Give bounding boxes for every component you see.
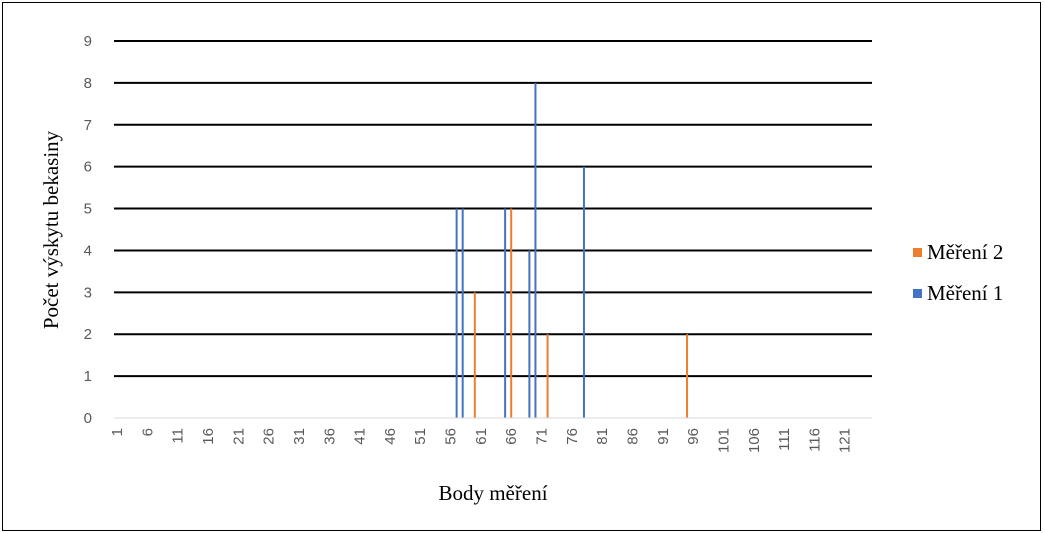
legend-swatch (913, 248, 922, 257)
x-tick-label: 11 (170, 428, 187, 444)
x-tick-label: 31 (291, 428, 308, 445)
x-tick-label: 106 (746, 428, 763, 453)
bar (546, 334, 549, 418)
x-tick-label: 56 (443, 428, 460, 445)
y-tick-label: 1 (84, 368, 92, 385)
bar (528, 250, 531, 418)
legend-label: Měření 2 (927, 240, 1003, 264)
x-tick-label: 76 (564, 428, 581, 445)
x-tick-label: 21 (230, 428, 247, 445)
x-tick-label: 101 (715, 428, 732, 453)
gridlines (114, 40, 872, 378)
bar (510, 208, 513, 418)
x-tick-label: 121 (837, 428, 854, 453)
x-tick-label: 36 (321, 428, 338, 445)
bar (534, 82, 537, 418)
y-tick-label: 9 (84, 33, 92, 50)
bar (455, 208, 458, 418)
x-axis-title: Body měření (438, 481, 547, 505)
legend-label: Měření 1 (927, 281, 1003, 305)
y-tick-label: 6 (84, 159, 92, 176)
x-tick-label: 51 (412, 428, 429, 445)
bar (504, 208, 507, 418)
x-tick-label: 1 (109, 428, 126, 436)
y-tick-label: 2 (84, 326, 92, 343)
y-tick-label: 8 (84, 75, 92, 92)
y-tick-label: 5 (84, 201, 92, 218)
x-tick-label: 81 (594, 428, 611, 445)
y-axis-title: Počet výskytu bekasiny (39, 130, 63, 329)
bars (455, 82, 689, 418)
legend: Měření 2 Měření 1 (913, 240, 1003, 305)
bar (582, 166, 585, 418)
x-tick-label: 116 (806, 428, 823, 452)
x-tick-label: 6 (139, 428, 156, 436)
y-tick-label: 4 (84, 242, 92, 259)
x-axis-ticks: 1 6 11 16 21 26 31 36 41 46 51 56 61 66 71 76 81 86 91 96 10… (109, 428, 854, 453)
x-tick-label: 66 (503, 428, 520, 445)
x-tick-label: 26 (261, 428, 278, 445)
x-tick-label: 86 (624, 428, 641, 445)
y-tick-label: 7 (84, 117, 92, 134)
y-axis-ticks: 0 1 2 3 4 5 6 7 8 9 (84, 33, 92, 427)
x-tick-label: 16 (200, 428, 217, 445)
x-tick-label: 61 (473, 428, 490, 445)
bar (686, 334, 689, 418)
x-tick-label: 91 (655, 428, 672, 445)
x-tick-label: 111 (776, 428, 793, 451)
x-tick-label: 46 (382, 428, 399, 445)
bar (473, 292, 476, 418)
legend-swatch (913, 289, 922, 298)
x-tick-label: 96 (685, 428, 702, 445)
bar (461, 208, 464, 418)
y-tick-label: 3 (84, 284, 92, 301)
x-tick-label: 71 (534, 428, 551, 445)
y-tick-label: 0 (84, 410, 92, 427)
x-tick-label: 41 (352, 428, 369, 445)
